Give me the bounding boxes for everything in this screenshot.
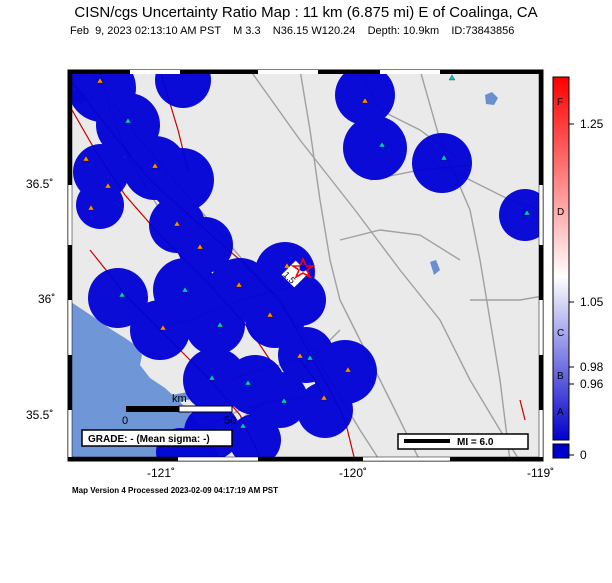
colorbar-grade-a: A [557, 407, 564, 418]
triangle-icon [320, 394, 328, 401]
map-frame [67, 69, 544, 462]
scale-bar: km 0 50 [122, 393, 236, 427]
triangle-icon [239, 422, 247, 429]
lat-label-35-5: 35.5˚ [26, 408, 54, 422]
colorbar-value-1-05: 1.05 [580, 295, 604, 309]
triangle-icon [344, 366, 352, 373]
triangle-icon [104, 182, 112, 189]
mi-legend-text: MI = 6.0 [457, 437, 494, 448]
mi-legend: MI = 6.0 [397, 433, 529, 450]
stations [82, 74, 531, 429]
triangle-icon [523, 209, 531, 216]
triangle-icon [440, 154, 448, 161]
triangle-icon [208, 374, 216, 381]
triangle-icon [235, 281, 243, 288]
lon-label-119: -119˚ [527, 466, 555, 480]
triangle-icon [448, 74, 456, 81]
triangle-icon [244, 379, 252, 386]
triangle-icon [118, 291, 126, 298]
colorbar-value-1-25: 1.25 [580, 117, 604, 131]
map-version-footer: Map Version 4 Processed 2023-02-09 04:17… [72, 486, 279, 495]
lat-label-36-5: 36.5˚ [26, 177, 54, 191]
triangle-icon [216, 321, 224, 328]
lon-label-120: -120˚ [339, 466, 368, 480]
lat-label-36: 36˚ [38, 292, 56, 306]
lake [485, 92, 498, 105]
colorbar-value-0: 0 [580, 448, 587, 462]
lon-label-121: -121˚ [147, 466, 176, 480]
triangle-icon [181, 286, 189, 293]
colorbar-value-0-96: 0.96 [580, 377, 604, 391]
epicenter: 1.5 [281, 256, 316, 288]
pacific-ocean [68, 300, 222, 461]
red-star-icon [290, 256, 316, 279]
triangle-icon [296, 352, 304, 359]
scale-end: 50 [224, 415, 236, 427]
map-title: CISN/cgs Uncertainty Ratio Map : 11 km (… [74, 4, 538, 21]
triangle-icon [378, 141, 386, 148]
triangle-icon [124, 117, 132, 124]
triangle-icon [173, 220, 181, 227]
colorbar-value-0-98: 0.98 [580, 360, 604, 374]
triangle-icon [82, 155, 90, 162]
triangle-icon [306, 354, 314, 361]
uncertainty-circles [68, 70, 543, 461]
scale-start: 0 [122, 415, 128, 427]
grade-text: GRADE: - (Mean sigma: -) [88, 434, 210, 445]
triangle-icon [283, 262, 291, 269]
colorbar-grade-f: F [557, 97, 564, 108]
triangle-icon [151, 162, 159, 169]
colorbar-grade-d: D [557, 207, 565, 218]
colorbar [552, 76, 574, 459]
grade-box: GRADE: - (Mean sigma: -) [81, 429, 233, 447]
triangle-icon [87, 204, 95, 211]
triangle-icon [361, 97, 369, 104]
triangle-icon [280, 397, 288, 404]
event-info: Feb 9, 2023 02:13:10 AM PST M 3.3 N36.15… [70, 25, 515, 37]
triangle-icon [196, 243, 204, 250]
triangle-icon [96, 77, 104, 84]
triangle-icon [266, 311, 274, 318]
scale-unit: km [172, 393, 187, 405]
colorbar-grade-b: B [557, 371, 564, 382]
colorbar-grade-c: C [557, 328, 565, 339]
lake [430, 260, 440, 275]
triangle-icon [159, 324, 167, 331]
